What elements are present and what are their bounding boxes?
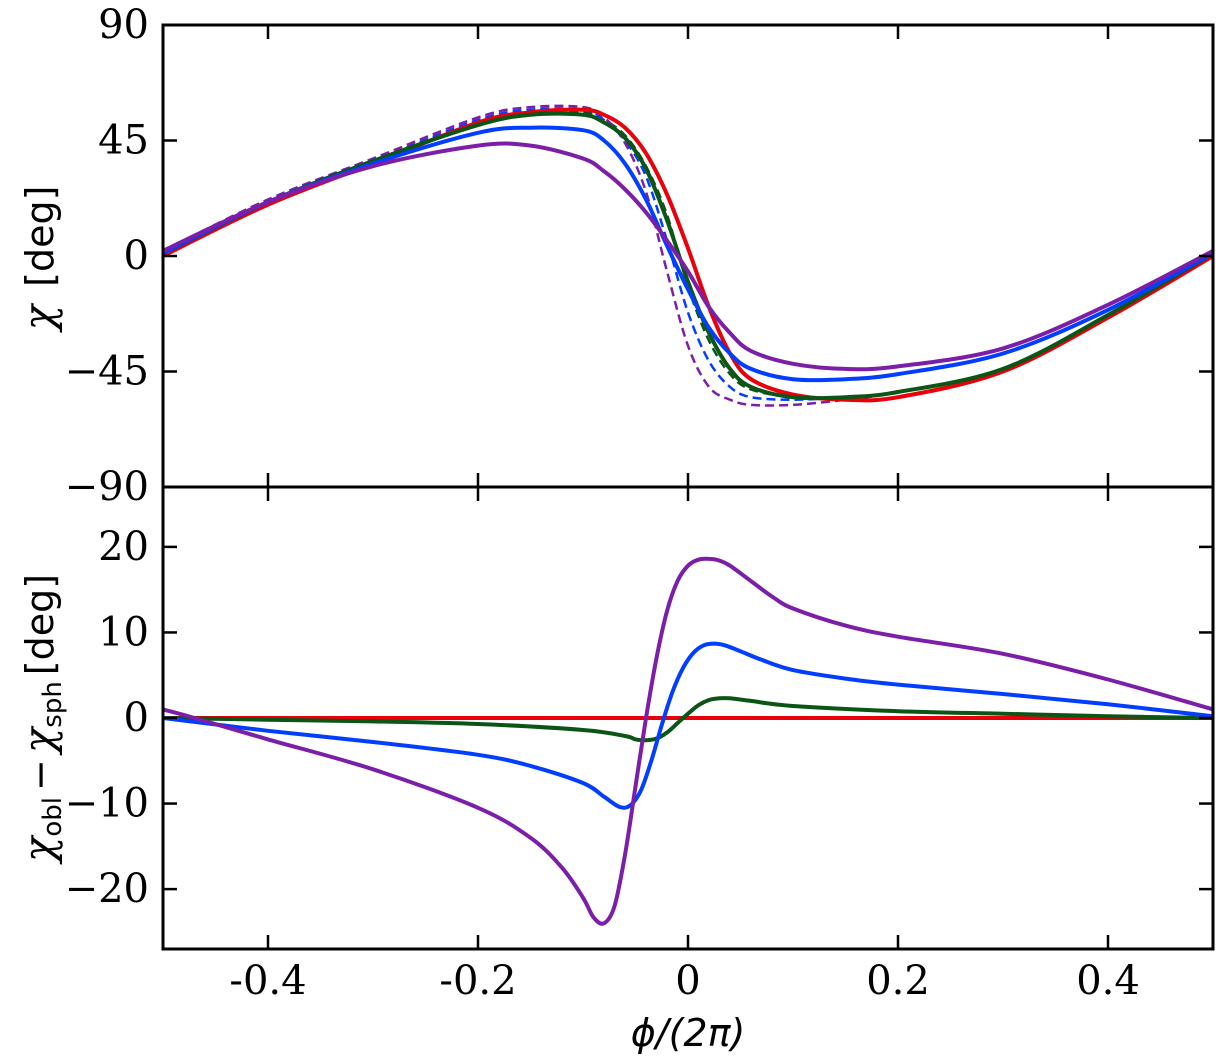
top-ylabel: χ [deg] xyxy=(14,186,63,334)
xtick-label: 0.4 xyxy=(1076,958,1140,1004)
bottom-ylabel-sub-obl: obl xyxy=(38,797,68,837)
bottom-ytick-label: 20 xyxy=(98,524,149,570)
top-series-6-dashed-line xyxy=(163,104,1213,407)
bottom-series-3-solid-line xyxy=(163,556,1213,926)
xtick-label: 0.2 xyxy=(866,958,930,1004)
bottom-panel: 20 10 0 −10 −20 -0.4 -0.2 0 0.2 0.4 xyxy=(65,485,1215,1004)
bottom-series-1-solid-line xyxy=(163,696,1213,743)
bottom-ylabel: χobl−χsph[deg] xyxy=(14,574,68,865)
top-series-0-solid-line xyxy=(163,107,1213,403)
top-series-1-solid-line xyxy=(163,111,1213,401)
top-ytick-label: 45 xyxy=(98,118,149,164)
bottom-ylabel-minus: − xyxy=(18,759,62,791)
bottom-ylabel-chi-2: χ xyxy=(14,725,63,756)
top-ytick-label: −90 xyxy=(65,464,149,510)
top-series-4-dashed-line xyxy=(163,109,1213,400)
top-series-5-dashed-line xyxy=(163,107,1213,401)
bottom-ytick-label: 0 xyxy=(124,695,149,741)
bottom-ylabel-chi-1: χ xyxy=(14,834,63,865)
top-series-3-solid-line xyxy=(163,141,1213,372)
top-ytick-label: 0 xyxy=(124,233,149,279)
top-ylabel-unit: [deg] xyxy=(18,186,62,287)
top-ytick-label: 90 xyxy=(98,2,149,48)
bottom-ytick-label: 10 xyxy=(98,609,149,655)
xtick-label: 0 xyxy=(675,958,700,1004)
bottom-series-2-solid-line xyxy=(163,641,1213,810)
x-axis-label: ϕ/(2π) xyxy=(631,1011,746,1055)
bottom-ytick-label: −10 xyxy=(65,781,149,827)
xtick-label: -0.4 xyxy=(229,958,306,1004)
bottom-ylabel-unit: [deg] xyxy=(18,574,62,675)
xtick-label: -0.2 xyxy=(439,958,516,1004)
top-panel: 90 45 0 −45 −90 xyxy=(65,2,1215,510)
top-series-2-solid-line xyxy=(163,125,1213,383)
top-ylabel-symbol: χ xyxy=(14,302,63,333)
top-axes-frame xyxy=(161,23,1215,489)
bottom-ytick-label: −20 xyxy=(65,866,149,912)
top-ytick-label: −45 xyxy=(65,349,149,395)
bottom-ylabel-sub-sph: sph xyxy=(38,681,68,728)
